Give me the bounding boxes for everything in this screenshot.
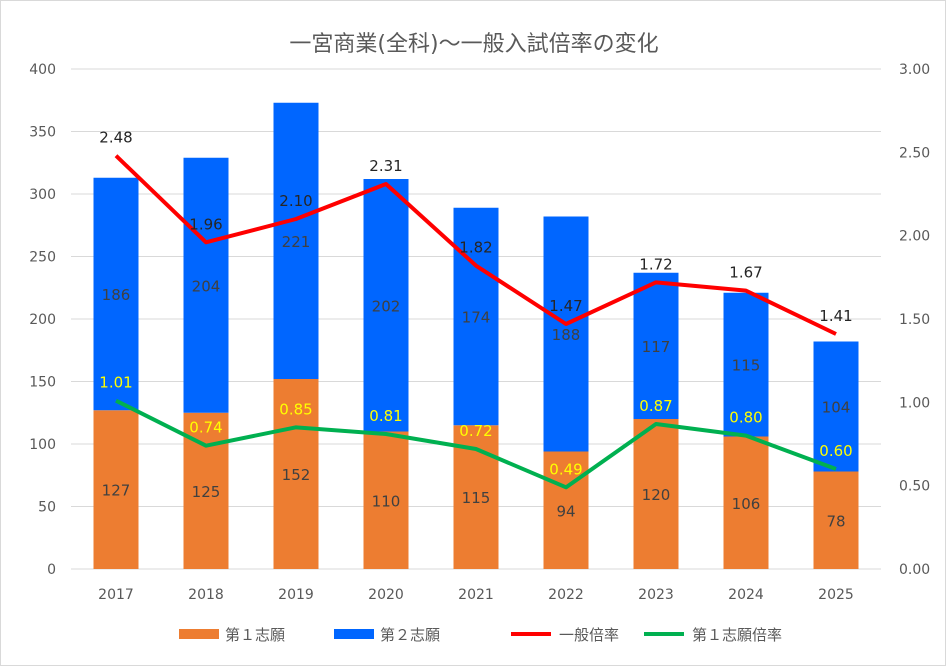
line-label: 1.67 bbox=[729, 264, 762, 282]
line-label: 0.74 bbox=[189, 419, 222, 437]
y-right-tick: 1.00 bbox=[899, 395, 930, 411]
bar-first-choice bbox=[723, 436, 769, 569]
x-tick: 2017 bbox=[98, 587, 134, 603]
y-left-tick: 150 bbox=[29, 375, 56, 391]
line-label: 2.31 bbox=[369, 157, 402, 175]
bar-label: 117 bbox=[642, 338, 671, 356]
bar-label: 125 bbox=[192, 483, 221, 501]
bar-label: 127 bbox=[102, 482, 131, 500]
y-right-tick: 2.00 bbox=[899, 229, 930, 245]
y-right-tick: 2.50 bbox=[899, 145, 930, 161]
bar-label: 202 bbox=[372, 297, 401, 315]
chart-title: 一宮商業(全科)～一般入試倍率の変化 bbox=[289, 32, 658, 57]
legend-label: 第１志願 bbox=[225, 626, 285, 644]
bar-second-choice bbox=[723, 292, 769, 437]
line-first-choice-ratio bbox=[115, 398, 837, 490]
bar-second-choice bbox=[183, 157, 229, 413]
bar-label: 115 bbox=[732, 357, 761, 375]
bar-label: 94 bbox=[556, 502, 575, 520]
line-label: 1.41 bbox=[819, 307, 852, 325]
legend-label: 第２志願 bbox=[380, 626, 440, 644]
y-left-tick: 0 bbox=[47, 562, 56, 578]
bar-label: 221 bbox=[282, 233, 311, 251]
line-label: 1.72 bbox=[639, 255, 672, 273]
bar-label: 188 bbox=[552, 326, 581, 344]
bar-label: 78 bbox=[826, 512, 845, 530]
y-left-tick: 350 bbox=[29, 125, 56, 141]
bar-label: 104 bbox=[822, 399, 851, 417]
line-label: 0.60 bbox=[819, 442, 852, 460]
x-tick: 2021 bbox=[458, 587, 494, 603]
bar-label: 120 bbox=[642, 486, 671, 504]
bar-first-choice bbox=[633, 419, 679, 569]
line-label: 0.85 bbox=[279, 400, 312, 418]
line-label: 0.81 bbox=[369, 407, 402, 425]
line-label: 1.47 bbox=[549, 297, 582, 315]
line-label: 0.49 bbox=[549, 460, 582, 478]
bar-second-choice bbox=[543, 216, 589, 452]
bar-second-choice bbox=[813, 341, 859, 472]
legend-label: 第１志願倍率 bbox=[692, 626, 782, 644]
legend-label: 一般倍率 bbox=[559, 626, 619, 644]
bar-second-choice bbox=[93, 177, 139, 411]
x-tick: 2022 bbox=[548, 587, 584, 603]
bar-first-choice bbox=[543, 451, 589, 569]
bar-label: 152 bbox=[282, 466, 311, 484]
bar-label: 186 bbox=[102, 286, 131, 304]
bar-label: 110 bbox=[372, 492, 401, 510]
y-right-tick: 1.50 bbox=[899, 312, 930, 328]
line-label: 1.96 bbox=[189, 215, 222, 233]
x-tick: 2018 bbox=[188, 587, 224, 603]
line-label: 1.01 bbox=[99, 374, 132, 392]
bar-label: 204 bbox=[192, 277, 221, 295]
line-label: 2.10 bbox=[279, 192, 312, 210]
bar-second-choice bbox=[273, 102, 319, 379]
line-label: 1.82 bbox=[459, 239, 492, 257]
line-label: 0.80 bbox=[729, 409, 762, 427]
bar-second-choice bbox=[453, 207, 499, 426]
line-label: 2.48 bbox=[99, 129, 132, 147]
bar-first-choice bbox=[93, 410, 139, 569]
legend-swatch bbox=[334, 629, 374, 639]
y-right-tick: 0.00 bbox=[899, 562, 930, 578]
legend-swatch bbox=[179, 629, 219, 639]
x-tick: 2023 bbox=[638, 587, 674, 603]
bar-label: 115 bbox=[462, 489, 491, 507]
x-tick: 2025 bbox=[818, 587, 854, 603]
bar-label: 106 bbox=[732, 495, 761, 513]
x-tick: 2024 bbox=[728, 587, 764, 603]
bar-first-choice bbox=[363, 431, 409, 569]
x-tick: 2019 bbox=[278, 587, 314, 603]
y-left-tick: 100 bbox=[29, 437, 56, 453]
y-left-tick: 300 bbox=[29, 187, 56, 203]
bar-second-choice bbox=[633, 272, 679, 419]
y-right-tick: 3.00 bbox=[899, 62, 930, 78]
bar-second-choice bbox=[363, 179, 409, 432]
line-general-ratio bbox=[114, 154, 837, 336]
line-label: 0.87 bbox=[639, 397, 672, 415]
line-label: 0.72 bbox=[459, 422, 492, 440]
y-left-tick: 400 bbox=[29, 62, 56, 78]
y-left-tick: 200 bbox=[29, 312, 56, 328]
bar-first-choice bbox=[273, 379, 319, 569]
bar-label: 174 bbox=[462, 309, 491, 327]
bar-first-choice bbox=[813, 471, 859, 569]
y-left-tick: 250 bbox=[29, 250, 56, 266]
y-right-tick: 0.50 bbox=[899, 479, 930, 495]
y-left-tick: 50 bbox=[38, 500, 56, 516]
x-tick: 2020 bbox=[368, 587, 404, 603]
